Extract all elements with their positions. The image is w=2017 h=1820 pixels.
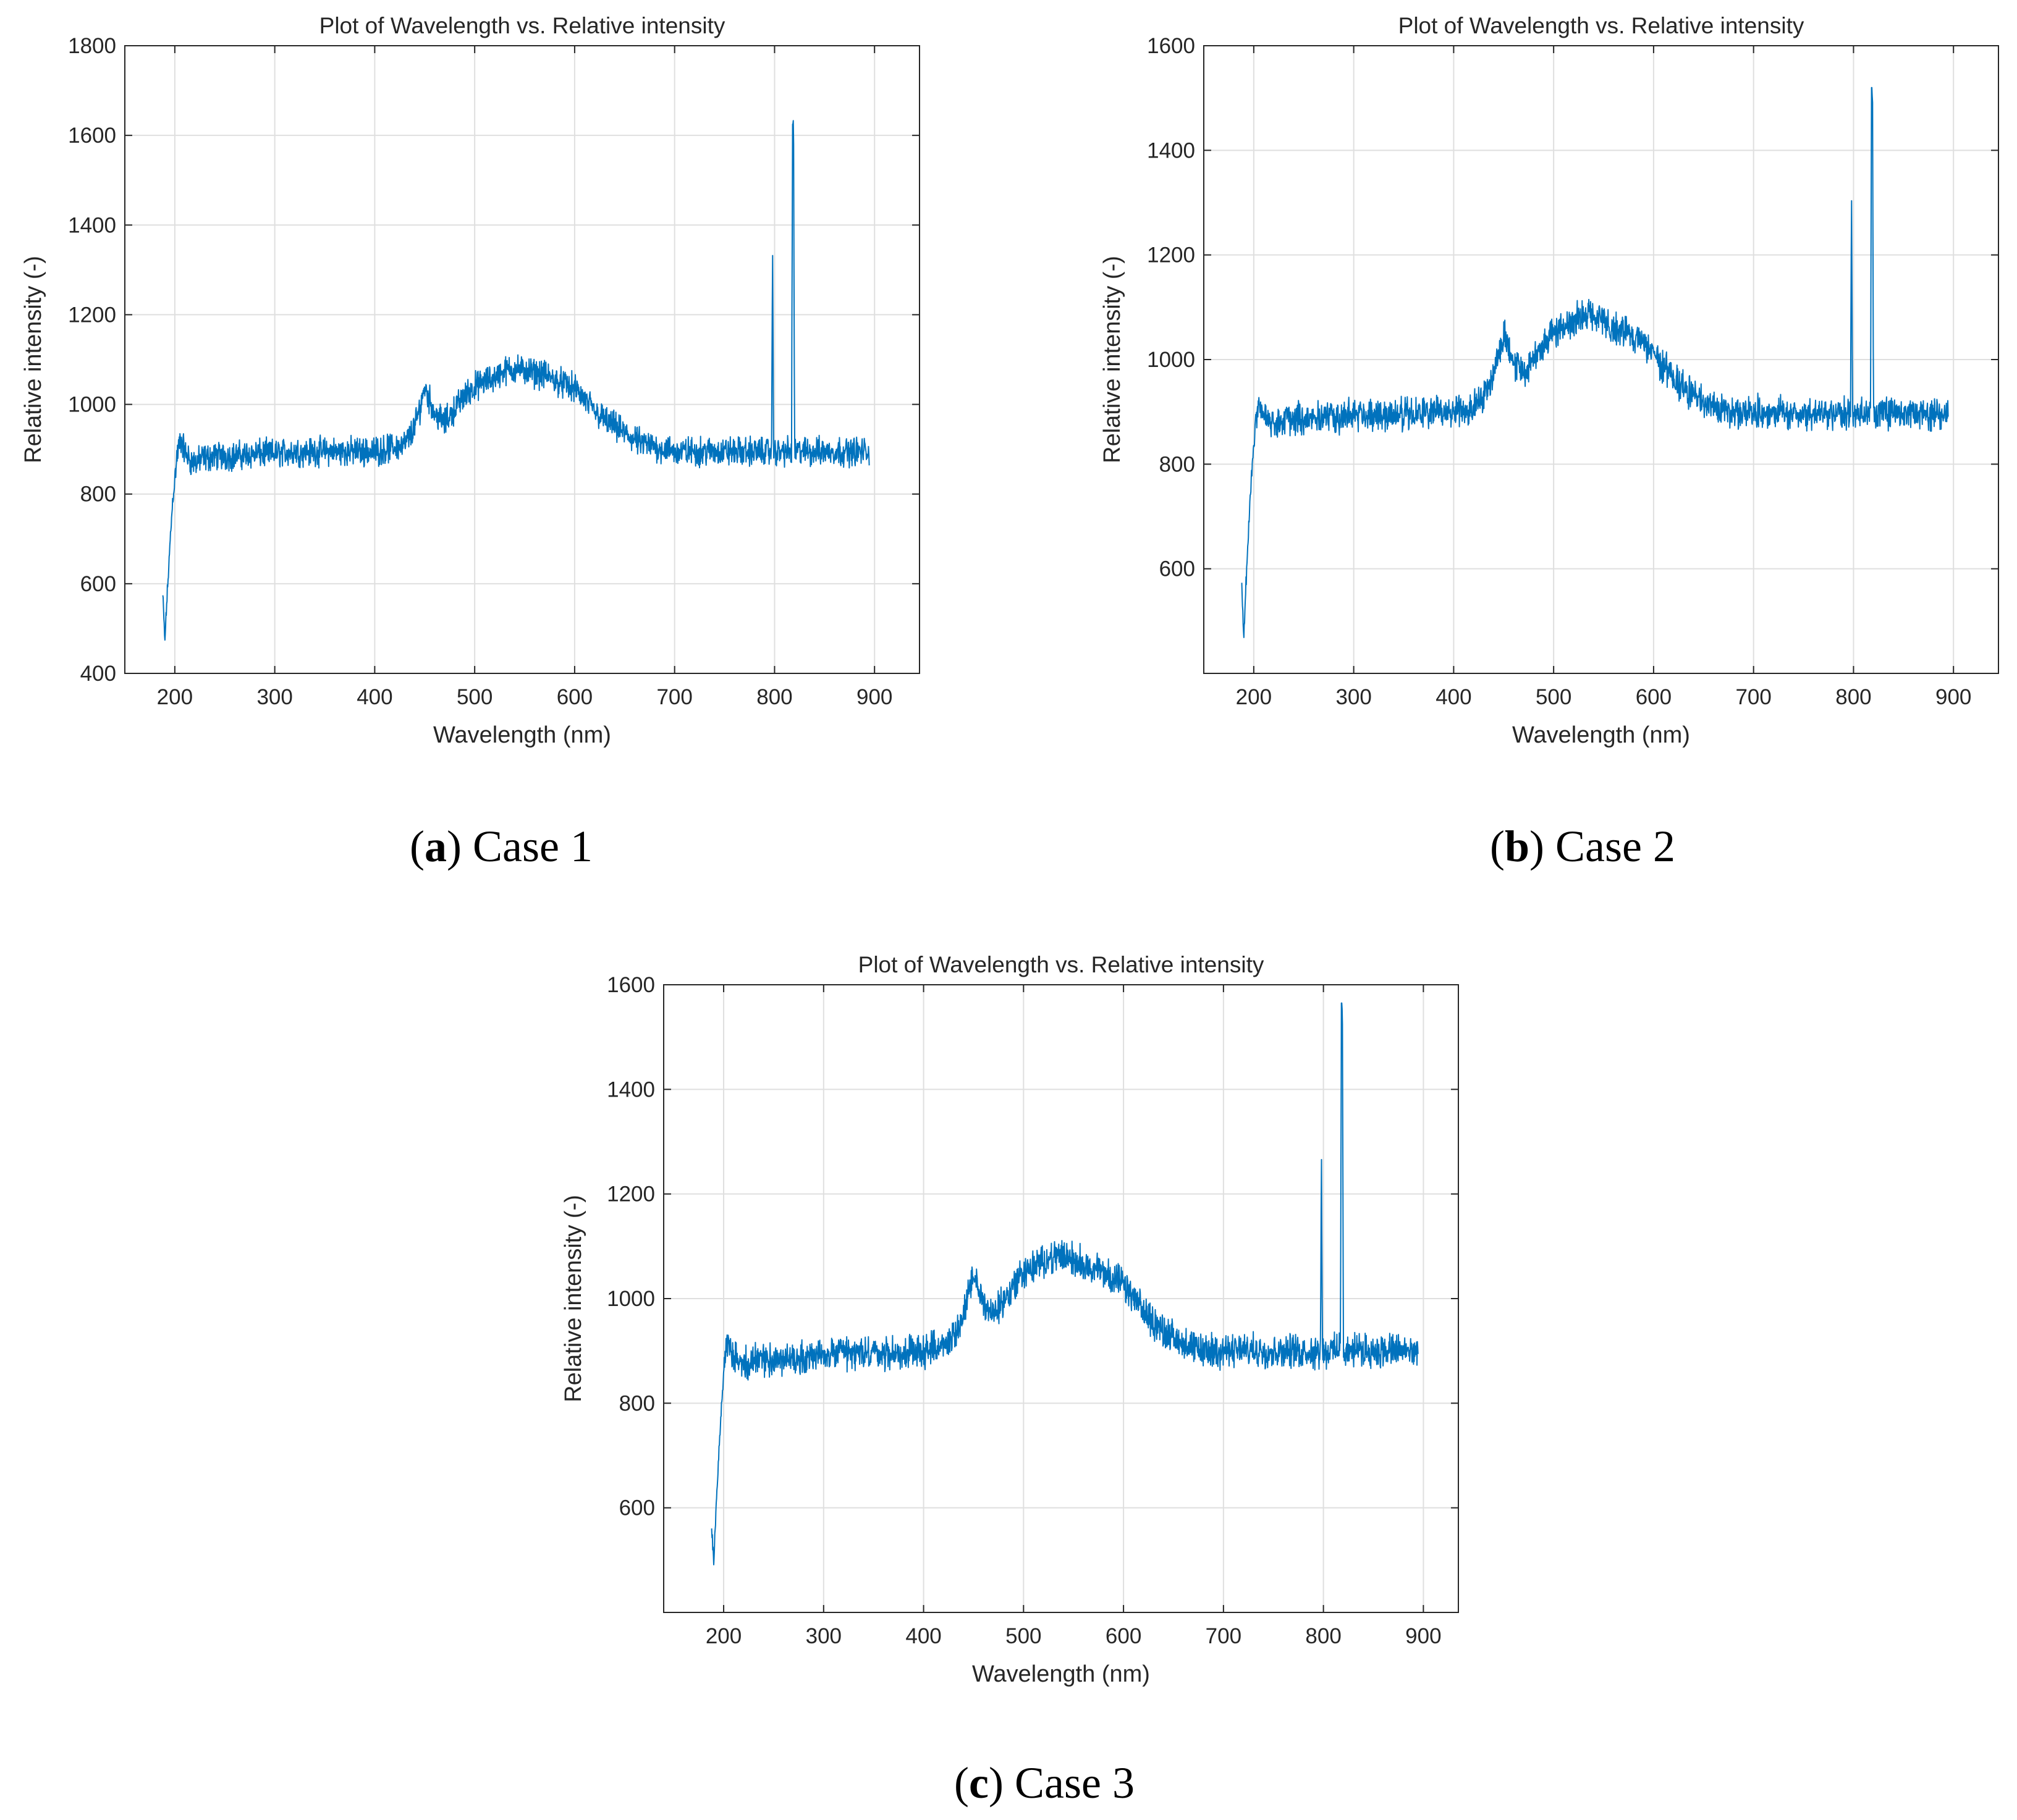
panel-c-x-tick-label: 600 [1106,1624,1141,1648]
panel-b-y-tick-label: 1000 [1147,348,1195,372]
panel-a-y-tick-label: 1400 [68,213,116,237]
panel-a-y-tick-label: 400 [80,662,116,686]
panel-b-series-line [1241,86,1949,638]
panel-b-ticks: 200 300 400 500 600 700 800 900 600 800 1000 1200 14… [1147,34,1998,709]
panel-a-x-tick-label: 400 [357,685,392,709]
panel-b-x-tick-label: 300 [1335,685,1371,709]
panel-b-x-tick-label: 400 [1436,685,1471,709]
panel-a-x-tick-label: 900 [856,685,892,709]
panel-c-x-tick-label: 300 [806,1624,842,1648]
panel-a-x-axis-label: Wavelength (nm) [433,722,611,748]
panel-a: 200 300 400 500 600 700 800 900 400 600 800 1000 120… [20,13,920,871]
panel-a-y-tick-label: 1000 [68,393,116,417]
panel-a-caption-open: ( [410,822,425,871]
panel-c-caption-close: ) [989,1758,1004,1808]
panel-c-y-tick-label: 1000 [607,1287,655,1311]
panel-c-x-tick-label: 900 [1405,1624,1441,1648]
panel-b-x-tick-label: 900 [1935,685,1971,709]
panel-a-y-tick-label: 800 [80,482,116,507]
panel-a-caption-letter: a [425,822,447,871]
panel-b-caption: (b) Case 2 [1490,822,1675,871]
panel-c-x-axis-label: Wavelength (nm) [972,1661,1150,1687]
panel-a-series-line [162,120,870,641]
panel-c-caption-open: ( [954,1758,969,1808]
panel-b-x-tick-label: 700 [1735,685,1771,709]
panel-b-caption-text: Case 2 [1544,822,1675,871]
panel-b-caption-open: ( [1490,822,1505,871]
panel-a-y-tick-label: 600 [80,572,116,596]
panel-c-x-tick-label: 700 [1206,1624,1241,1648]
panel-a-caption-close: ) [447,822,462,871]
panel-a-caption: (a) Case 1 [410,822,593,871]
panel-b-caption-letter: b [1505,822,1529,871]
panel-a-x-tick-label: 300 [256,685,292,709]
panel-c-title: Plot of Wavelength vs. Relative intensit… [858,952,1264,977]
panel-a-y-tick-label: 1800 [68,34,116,58]
panel-c-y-tick-label: 1200 [607,1182,655,1207]
panel-a-x-tick-label: 500 [457,685,493,709]
panel-a-y-axis-label: Relative intensity (-) [20,256,46,463]
panel-c-y-tick-label: 1600 [607,973,655,997]
panel-b-grid [1204,45,1998,673]
panel-b-title: Plot of Wavelength vs. Relative intensit… [1398,13,1804,38]
panel-c-caption-text: Case 3 [1004,1758,1135,1808]
panel-c-x-tick-label: 200 [706,1624,742,1648]
panel-c-series-line [711,1002,1419,1565]
panel-b-y-tick-label: 1200 [1147,243,1195,268]
panel-b-y-tick-label: 800 [1159,452,1195,476]
panel-b-x-tick-label: 600 [1636,685,1672,709]
panel-a-x-tick-label: 800 [756,685,792,709]
panel-a-x-tick-label: 200 [157,685,193,709]
panel-a-y-tick-label: 1600 [68,124,116,148]
panel-c-y-tick-label: 1400 [607,1077,655,1102]
panel-b-x-axis-label: Wavelength (nm) [1512,722,1690,748]
panel-a-title: Plot of Wavelength vs. Relative intensit… [319,13,725,38]
panel-c-grid [664,984,1458,1612]
panel-c-caption-letter: c [969,1758,989,1808]
panel-a-caption-text: Case 1 [462,822,593,871]
panel-c-y-axis-label: Relative intensity (-) [560,1195,586,1402]
panel-b: 200 300 400 500 600 700 800 900 600 800 1000 1200 14… [1099,13,1999,871]
panel-c-y-tick-label: 600 [619,1496,655,1520]
panel-c-x-tick-label: 800 [1305,1624,1341,1648]
panel-b-x-tick-label: 800 [1835,685,1871,709]
panel-a-axes-box [124,45,920,674]
panel-b-caption-close: ) [1529,822,1544,871]
panel-a-x-tick-label: 600 [557,685,593,709]
panel-c-y-tick-label: 800 [619,1391,655,1415]
panel-a-x-tick-label: 700 [656,685,692,709]
panel-c: 200 300 400 500 600 700 800 900 600 800 1000 1200 14… [560,952,1459,1808]
panel-b-y-tick-label: 1600 [1147,34,1195,58]
panel-b-y-axis-label: Relative intensity (-) [1099,256,1125,463]
panel-b-y-tick-label: 1400 [1147,138,1195,162]
panel-c-x-tick-label: 400 [905,1624,941,1648]
panel-c-caption: (c) Case 3 [954,1758,1135,1808]
panel-c-ticks: 200 300 400 500 600 700 800 900 600 800 1000 1200 14… [607,973,1458,1648]
panel-c-x-tick-label: 500 [1005,1624,1041,1648]
panel-b-y-tick-label: 600 [1159,557,1195,581]
panel-a-y-tick-label: 1200 [68,303,116,327]
panel-a-ticks: 200 300 400 500 600 700 800 900 400 600 800 1000 120… [68,34,920,709]
panel-b-x-tick-label: 200 [1236,685,1272,709]
panel-b-x-tick-label: 500 [1536,685,1571,709]
